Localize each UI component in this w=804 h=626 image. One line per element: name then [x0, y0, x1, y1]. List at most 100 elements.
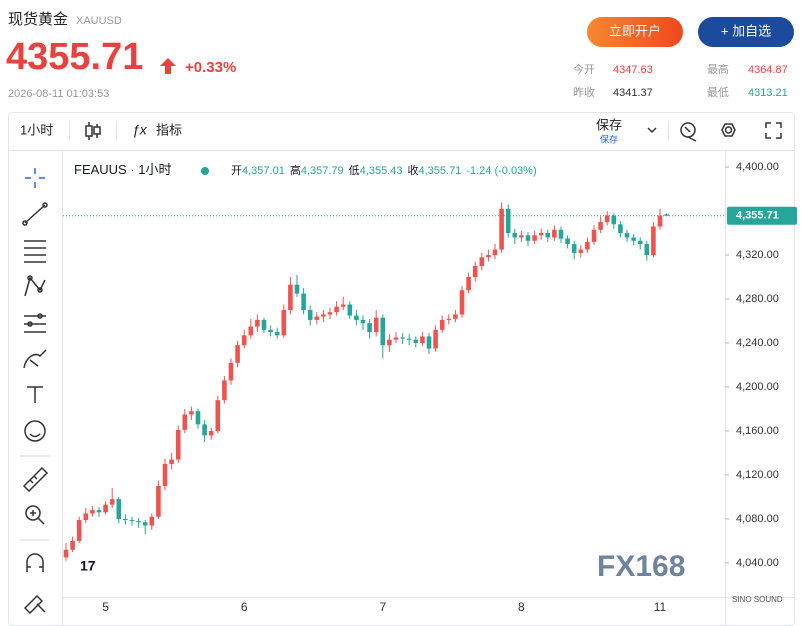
candle-body [558, 229, 564, 239]
prediction-tool[interactable] [24, 313, 46, 333]
candle-body [162, 463, 168, 486]
candle-body [182, 414, 188, 430]
candle-body [109, 499, 115, 505]
open-account-label[interactable]: 立即开户 [609, 23, 661, 38]
chart-legend: FEAUUS · 1小时 [74, 162, 172, 177]
stat-value: 4313.21 [748, 87, 788, 99]
candle-body [413, 339, 419, 344]
candle-body [479, 257, 485, 267]
zoom-tool[interactable] [25, 505, 45, 525]
change: +0.33% [185, 59, 236, 76]
stat-label: 昨收 [573, 85, 595, 99]
candle-body [347, 304, 353, 316]
candle-body [136, 521, 141, 523]
candle-body [578, 249, 584, 253]
ohlc-label: 开 [231, 165, 242, 177]
candle-body [624, 233, 630, 238]
candle-body [175, 429, 181, 460]
candle-body [248, 326, 254, 336]
status-dot [201, 167, 209, 175]
save-button[interactable]: 保存 [596, 117, 622, 132]
text-tool[interactable] [27, 386, 43, 403]
candle-body [400, 337, 405, 339]
emoji-tool[interactable] [24, 420, 46, 442]
y-tick-label: 4,120.00 [736, 469, 779, 481]
candle-body [499, 208, 504, 250]
y-tick-label: 4,160.00 [736, 425, 779, 437]
candle-body [294, 284, 300, 294]
candle-body [519, 235, 524, 238]
candle-body [288, 284, 293, 311]
lock-tool[interactable] [23, 594, 46, 615]
candle-body [393, 337, 399, 340]
fullscreen-button[interactable] [765, 122, 782, 139]
candle-body [195, 411, 201, 425]
y-tick-label: 4,400.00 [736, 161, 779, 173]
candle-body [598, 222, 603, 230]
crosshair-tool[interactable] [25, 168, 45, 188]
candle-body [301, 293, 306, 311]
candle-body [327, 312, 333, 315]
candle-body [202, 424, 207, 436]
candle-body [505, 208, 511, 234]
candle-body [129, 520, 135, 522]
candle-body [103, 504, 108, 513]
candle-body [268, 329, 273, 333]
candle-body [116, 499, 122, 519]
candle-body [525, 235, 531, 241]
candle-body [651, 226, 656, 256]
indicators-button[interactable]: 指标 [156, 122, 182, 137]
y-tick-label: 4,200.00 [736, 381, 779, 393]
stat-value: 4341.37 [613, 87, 653, 99]
stat-value: 4364.87 [748, 64, 788, 76]
chart-frame [8, 112, 795, 626]
axes: 17 FX168 SINO SOUND 4,040.00 4,080.00 4,120.0… [63, 151, 797, 625]
candle-body [512, 233, 518, 238]
ohlc-label: 高 [290, 163, 301, 177]
candle-body [631, 237, 636, 241]
candle-body [340, 304, 346, 307]
candle-body [657, 215, 663, 227]
save-sub: 保存 [600, 133, 618, 144]
trendline-tool[interactable] [22, 202, 48, 226]
alert-button[interactable] [680, 122, 697, 142]
datetime: 2026-08-11 01:03:53 [8, 88, 109, 100]
watchlist-label[interactable]: + 加自选 [721, 23, 771, 38]
y-tick-label: 4,080.00 [736, 513, 779, 525]
ohlc-value: 4,355.43 [360, 165, 403, 177]
fx-icon[interactable]: ƒx [132, 122, 148, 138]
candle-body [96, 510, 102, 513]
candle-body [149, 516, 155, 526]
candle-body [406, 338, 412, 340]
interval-button[interactable]: 1小时 [20, 122, 53, 137]
watchlist-button[interactable] [698, 17, 794, 47]
brush-tool[interactable] [23, 349, 47, 369]
chart-type-button[interactable] [85, 122, 101, 140]
x-tick-label: 8 [518, 600, 525, 614]
stat-value: 4347.63 [613, 64, 653, 76]
pattern-tool[interactable] [24, 275, 46, 297]
candle-body [281, 310, 287, 336]
settings-button[interactable] [721, 123, 736, 137]
magnet-tool[interactable] [26, 553, 44, 572]
save-dropdown[interactable] [647, 127, 657, 134]
candle-body [420, 336, 425, 344]
candle-body [433, 329, 438, 349]
candle-body [604, 215, 610, 223]
candle-body [439, 319, 445, 330]
candle-body [169, 459, 174, 464]
fib-tool[interactable] [24, 240, 46, 263]
open-account-button[interactable] [587, 17, 683, 47]
y-tick-label: 4,280.00 [736, 293, 779, 305]
legend-change: -1.24 (-0.03%) [466, 165, 536, 177]
candle-body [611, 215, 617, 225]
candle-body [565, 238, 570, 245]
candle-body [222, 380, 227, 401]
candle-body [538, 233, 544, 236]
y-tick-label: 4,040.00 [736, 557, 779, 569]
ruler-tool[interactable] [22, 466, 49, 493]
candle-body [585, 241, 590, 250]
candle-body [637, 240, 643, 245]
